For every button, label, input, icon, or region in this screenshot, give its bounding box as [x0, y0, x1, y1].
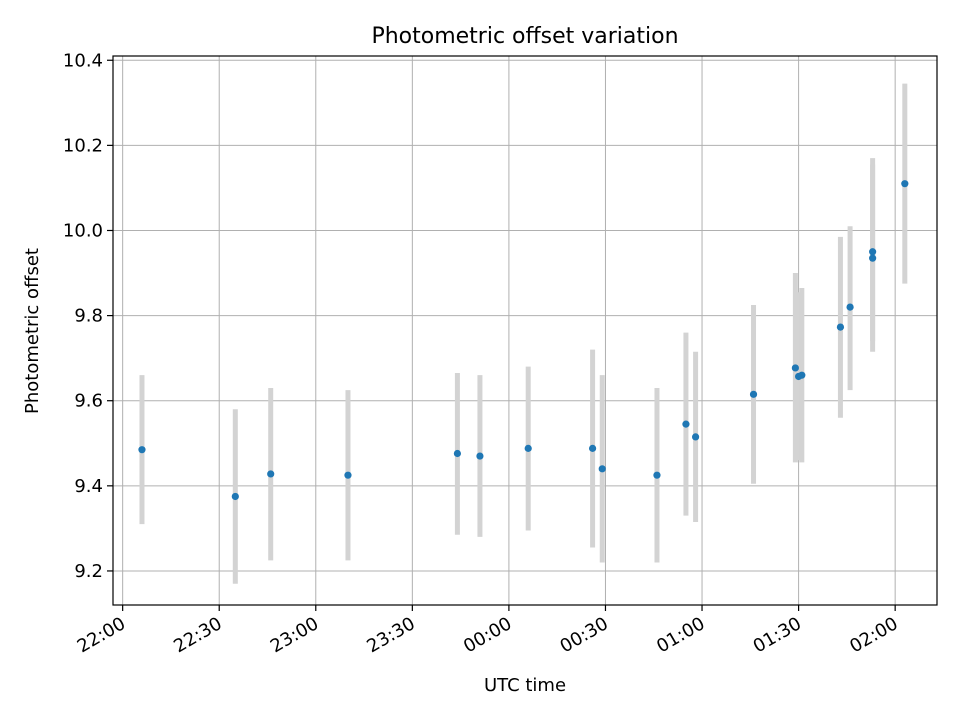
data-point	[749, 390, 758, 398]
data-point	[836, 323, 845, 331]
data-point	[476, 452, 484, 460]
data-point	[453, 449, 462, 458]
data-point	[344, 471, 352, 479]
y-tick-label: 10.0	[63, 220, 103, 241]
x-axis-label: UTC time	[484, 675, 566, 696]
y-tick-label: 9.2	[74, 561, 103, 582]
data-point	[598, 465, 606, 473]
y-tick-label: 10.4	[63, 50, 103, 71]
x-tick-label: 01:00	[653, 613, 708, 657]
data-point	[846, 303, 854, 311]
data-point	[869, 248, 877, 256]
data-point	[653, 471, 661, 479]
x-tick-label: 02:00	[846, 613, 901, 657]
data-point	[869, 254, 877, 262]
y-tick-label: 9.8	[74, 306, 103, 327]
data-point	[588, 444, 597, 452]
x-tick-label: 00:00	[460, 613, 515, 657]
x-tick-label: 23:00	[267, 613, 322, 657]
data-point	[791, 364, 799, 372]
data-point	[524, 444, 532, 452]
data-points	[138, 180, 909, 501]
x-tick-label: 01:30	[750, 613, 805, 657]
data-point	[798, 371, 806, 379]
data-point	[691, 433, 700, 441]
y-axis-label: Photometric offset	[22, 248, 43, 414]
data-point	[682, 420, 690, 428]
data-point	[267, 470, 275, 478]
x-tick-label: 00:30	[557, 613, 612, 657]
x-tick-label: 23:30	[363, 613, 418, 657]
y-tick-label: 10.2	[63, 135, 103, 156]
data-point	[901, 180, 909, 188]
x-tick-label: 22:30	[170, 613, 225, 657]
x-axis-ticks: 22:00 22:30 23:00 23:30 00:00 00:30 01:00 01:30…	[74, 605, 902, 657]
chart-title: Photometric offset variation	[371, 24, 678, 49]
data-point	[138, 446, 146, 454]
x-tick-label: 22:00	[74, 613, 129, 657]
y-tick-label: 9.6	[74, 391, 103, 412]
plot-frame	[112, 55, 938, 606]
error-bars	[139, 83, 908, 584]
y-tick-label: 9.4	[74, 476, 103, 497]
data-point	[231, 492, 239, 501]
y-axis-ticks: 9.2 9.4 9.6 9.8 10.0 10.2 10.4	[63, 50, 113, 582]
